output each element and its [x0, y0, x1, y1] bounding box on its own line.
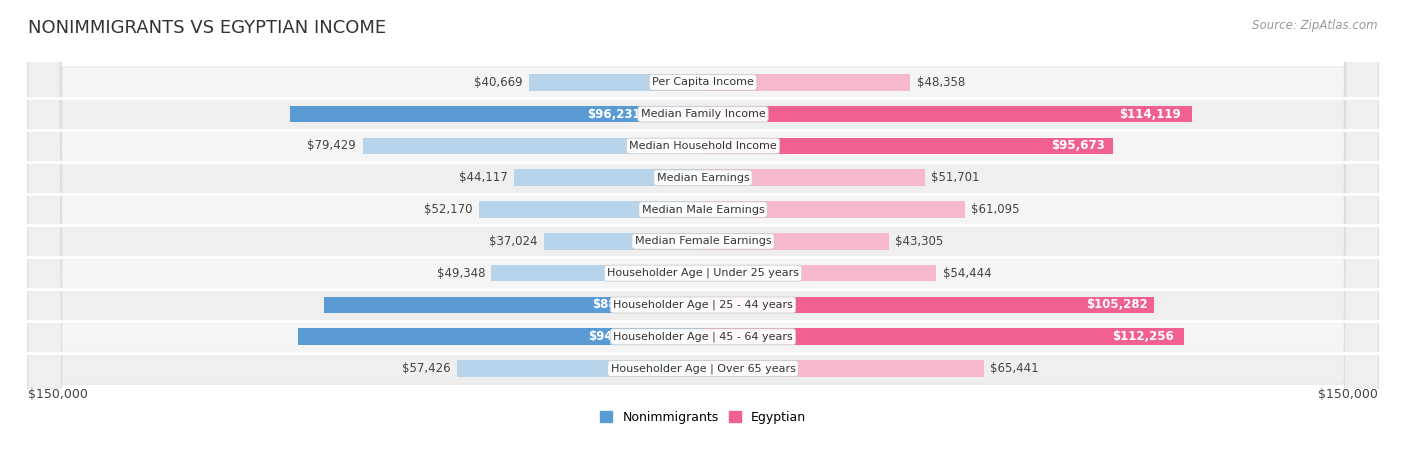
Bar	[457, 361, 703, 377]
Text: Median Female Earnings: Median Female Earnings	[634, 236, 772, 247]
Text: $65,441: $65,441	[990, 362, 1039, 375]
Bar	[703, 297, 1154, 313]
Bar	[703, 328, 1184, 345]
Bar	[703, 361, 984, 377]
Text: $51,701: $51,701	[931, 171, 980, 184]
FancyBboxPatch shape	[28, 0, 1378, 467]
Bar	[703, 74, 910, 91]
Text: $88,301: $88,301	[592, 298, 647, 311]
Bar	[703, 170, 925, 186]
FancyBboxPatch shape	[28, 0, 1378, 467]
Text: Householder Age | Under 25 years: Householder Age | Under 25 years	[607, 268, 799, 278]
Text: $94,448: $94,448	[588, 330, 643, 343]
Text: $44,117: $44,117	[458, 171, 508, 184]
Text: $79,429: $79,429	[308, 140, 356, 152]
Text: Median Household Income: Median Household Income	[628, 141, 778, 151]
Text: $150,000: $150,000	[28, 388, 87, 401]
Text: $49,348: $49,348	[436, 267, 485, 280]
Text: NONIMMIGRANTS VS EGYPTIAN INCOME: NONIMMIGRANTS VS EGYPTIAN INCOME	[28, 19, 387, 37]
Text: $105,282: $105,282	[1087, 298, 1149, 311]
Text: Householder Age | 25 - 44 years: Householder Age | 25 - 44 years	[613, 300, 793, 310]
Bar	[703, 265, 936, 282]
Text: $48,358: $48,358	[917, 76, 965, 89]
Text: $112,256: $112,256	[1112, 330, 1174, 343]
Text: $150,000: $150,000	[1319, 388, 1378, 401]
Text: $40,669: $40,669	[474, 76, 522, 89]
FancyBboxPatch shape	[28, 0, 1378, 467]
FancyBboxPatch shape	[28, 0, 1378, 467]
Text: $37,024: $37,024	[489, 235, 538, 248]
Text: Median Male Earnings: Median Male Earnings	[641, 205, 765, 214]
FancyBboxPatch shape	[28, 0, 1378, 467]
Bar	[703, 138, 1114, 154]
Text: $54,444: $54,444	[943, 267, 991, 280]
FancyBboxPatch shape	[28, 0, 1378, 467]
Text: Source: ZipAtlas.com: Source: ZipAtlas.com	[1253, 19, 1378, 32]
Bar	[479, 201, 703, 218]
Bar	[325, 297, 703, 313]
FancyBboxPatch shape	[28, 0, 1378, 467]
Bar	[703, 201, 965, 218]
Text: Householder Age | 45 - 64 years: Householder Age | 45 - 64 years	[613, 332, 793, 342]
FancyBboxPatch shape	[28, 0, 1378, 467]
Bar	[492, 265, 703, 282]
Text: $95,673: $95,673	[1052, 140, 1105, 152]
Bar	[529, 74, 703, 91]
Bar	[544, 233, 703, 250]
Bar	[513, 170, 703, 186]
Bar	[291, 106, 703, 122]
Bar	[703, 106, 1192, 122]
FancyBboxPatch shape	[28, 0, 1378, 467]
Text: Median Family Income: Median Family Income	[641, 109, 765, 119]
Bar	[703, 233, 889, 250]
Text: Median Earnings: Median Earnings	[657, 173, 749, 183]
Bar	[298, 328, 703, 345]
Text: Per Capita Income: Per Capita Income	[652, 78, 754, 87]
Text: $43,305: $43,305	[896, 235, 943, 248]
Text: Householder Age | Over 65 years: Householder Age | Over 65 years	[610, 363, 796, 374]
Bar	[363, 138, 703, 154]
FancyBboxPatch shape	[28, 0, 1378, 467]
Text: $61,095: $61,095	[972, 203, 1019, 216]
Legend: Nonimmigrants, Egyptian: Nonimmigrants, Egyptian	[595, 406, 811, 429]
Text: $52,170: $52,170	[425, 203, 472, 216]
Text: $96,231: $96,231	[588, 108, 641, 120]
Text: $114,119: $114,119	[1119, 108, 1181, 120]
Text: $57,426: $57,426	[402, 362, 450, 375]
